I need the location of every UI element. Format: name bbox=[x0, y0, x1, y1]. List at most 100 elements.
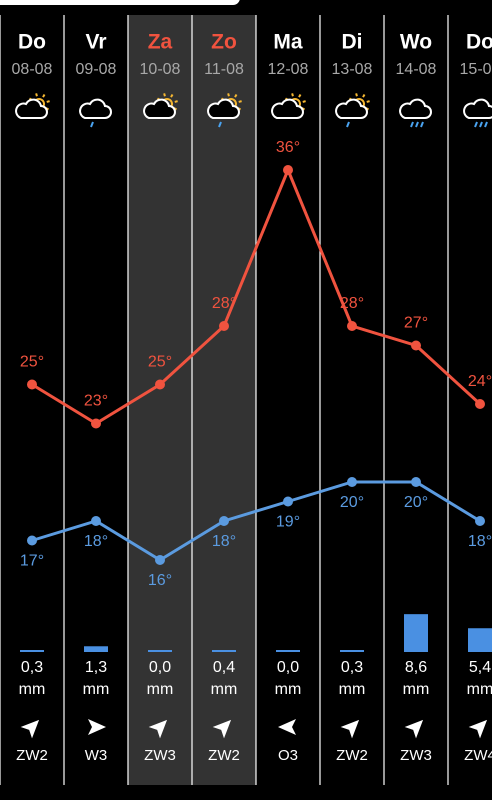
high-line-point bbox=[219, 321, 229, 331]
day-name: Di bbox=[342, 31, 363, 54]
raindrop bbox=[415, 121, 419, 128]
wind-arrow bbox=[20, 719, 40, 739]
low-line-point bbox=[155, 555, 165, 565]
wind: O3 bbox=[278, 747, 298, 764]
precip-bar bbox=[148, 650, 172, 652]
low-label: 16° bbox=[148, 572, 172, 589]
raindrop bbox=[484, 121, 488, 128]
wind: ZW2 bbox=[208, 747, 240, 764]
cloud bbox=[143, 98, 176, 119]
low-line-point bbox=[91, 516, 101, 526]
date: 11-08 bbox=[204, 61, 244, 78]
wind-arrow bbox=[278, 719, 296, 735]
high-line-point bbox=[91, 418, 101, 429]
weather-icon bbox=[463, 98, 492, 128]
high-line-point bbox=[283, 165, 293, 175]
top-tab[interactable] bbox=[0, 0, 240, 5]
low-line-point bbox=[475, 516, 485, 526]
wind-arrow bbox=[468, 719, 488, 739]
high-label: 23° bbox=[84, 393, 108, 410]
sun-ray bbox=[298, 93, 302, 98]
raindrop bbox=[90, 121, 94, 128]
date: 14-08 bbox=[396, 61, 437, 78]
precip-bar bbox=[340, 650, 364, 652]
wind: ZW4 bbox=[464, 747, 492, 764]
low-line-point bbox=[411, 477, 421, 487]
precip-value: 8,6 bbox=[405, 659, 427, 676]
raindrop bbox=[218, 121, 222, 128]
precip-value: 0,3 bbox=[21, 659, 43, 676]
precip-bar bbox=[404, 614, 428, 652]
low-line-point bbox=[283, 496, 293, 507]
raindrop bbox=[346, 121, 350, 128]
columns: Do 08-08 0,3 mm ZW2 Vr 09-08 1,3 mm W3 Za 10-08 0,0 m… bbox=[0, 15, 492, 785]
day-name: Vr bbox=[85, 31, 106, 54]
high-label: 25° bbox=[148, 354, 172, 371]
precip-unit: mm bbox=[83, 681, 110, 698]
sun-ray bbox=[234, 93, 238, 98]
precip-bar bbox=[276, 650, 300, 652]
sun-ray bbox=[35, 93, 38, 97]
day-name: Wo bbox=[400, 31, 432, 54]
precip-unit: mm bbox=[467, 681, 492, 698]
weather-icon bbox=[399, 98, 432, 128]
precip-bar bbox=[468, 628, 492, 652]
wind-arrow bbox=[88, 719, 106, 735]
precip-unit: mm bbox=[275, 681, 302, 698]
sun-ray bbox=[174, 100, 178, 103]
high-label: 28° bbox=[212, 295, 236, 312]
day-name: Do bbox=[466, 31, 492, 54]
high-line-point bbox=[411, 340, 421, 351]
sun-ray bbox=[362, 93, 366, 98]
raindrop bbox=[479, 121, 483, 128]
precip-value: 0,0 bbox=[149, 659, 171, 676]
sun-ray bbox=[366, 100, 370, 103]
wind: W3 bbox=[85, 747, 108, 764]
precip-unit: mm bbox=[147, 681, 174, 698]
weather-icon bbox=[15, 93, 50, 119]
cloud bbox=[271, 98, 304, 119]
date: 10-08 bbox=[140, 61, 181, 78]
weather-icon bbox=[271, 93, 306, 119]
sun-ray bbox=[238, 100, 242, 103]
low-label: 18° bbox=[212, 533, 236, 550]
precip-bar bbox=[84, 646, 108, 652]
cloud bbox=[399, 98, 432, 119]
cloud bbox=[79, 98, 112, 119]
wind-arrow bbox=[404, 719, 424, 739]
high-label: 24° bbox=[468, 373, 492, 390]
wind: ZW3 bbox=[400, 747, 432, 764]
weather-icon bbox=[143, 93, 178, 119]
day-name: Za bbox=[148, 31, 173, 54]
low-line-point bbox=[219, 516, 229, 526]
raindrop bbox=[420, 121, 424, 128]
high-label: 36° bbox=[276, 139, 300, 156]
sun-ray bbox=[291, 93, 294, 97]
low-line-point bbox=[347, 477, 357, 487]
high-line-point bbox=[27, 379, 37, 390]
precip-unit: mm bbox=[403, 681, 430, 698]
high-label: 28° bbox=[340, 295, 364, 312]
precip-value: 0,0 bbox=[277, 659, 299, 676]
precip-value: 1,3 bbox=[85, 659, 107, 676]
date: 09-08 bbox=[76, 61, 117, 78]
low-label: 18° bbox=[84, 533, 108, 550]
precip-value: 5,4 bbox=[469, 659, 491, 676]
low-label: 19° bbox=[276, 514, 300, 531]
wind: ZW2 bbox=[16, 747, 48, 764]
sun-ray bbox=[42, 93, 46, 98]
precip-unit: mm bbox=[211, 681, 238, 698]
precip-value: 0,3 bbox=[341, 659, 363, 676]
date: 12-08 bbox=[268, 61, 309, 78]
date: 15-08 bbox=[460, 61, 492, 78]
precip-unit: mm bbox=[339, 681, 366, 698]
high-label: 27° bbox=[404, 315, 428, 332]
high-line-point bbox=[347, 321, 357, 331]
high-label: 25° bbox=[20, 354, 44, 371]
sun-ray bbox=[170, 93, 174, 98]
low-label: 18° bbox=[468, 533, 492, 550]
high-line-point bbox=[475, 399, 485, 409]
weather-icon bbox=[79, 98, 112, 128]
weather-icon bbox=[207, 93, 242, 128]
